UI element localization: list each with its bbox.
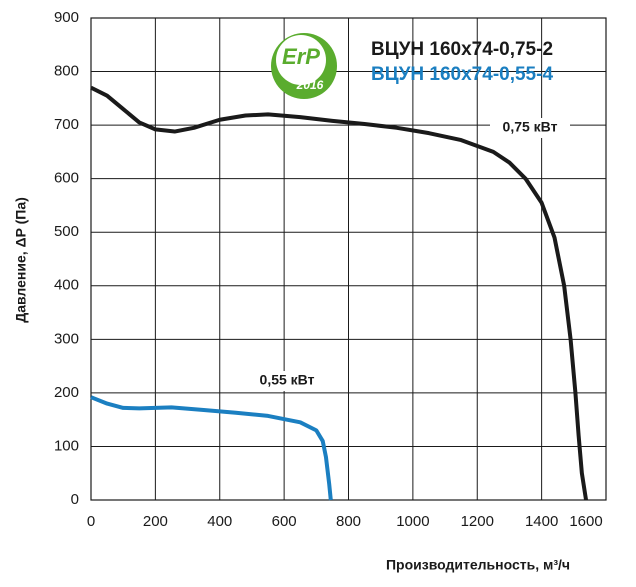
x-tick-label: 1600 — [569, 513, 602, 530]
x-tick-label: 1400 — [525, 513, 558, 530]
y-tick-label: 700 — [54, 116, 79, 133]
y-tick-label: 400 — [54, 277, 79, 294]
y-tick-label: 900 — [54, 9, 79, 26]
y-axis-label: Давление, ΔP (Па) — [13, 197, 29, 323]
y-tick-label: 0 — [71, 491, 79, 508]
y-tick-label: 100 — [54, 437, 79, 454]
x-tick-label: 600 — [272, 513, 297, 530]
annotation: 0,55 кВт — [260, 372, 315, 388]
legend-entry: ВЦУН 160х74-0,55-4 — [371, 64, 553, 85]
legend-entry: ВЦУН 160х74-0,75-2 — [371, 39, 553, 60]
y-tick-label: 800 — [54, 63, 79, 80]
x-tick-label: 0 — [87, 513, 95, 530]
logo-inner — [276, 35, 326, 85]
series-line — [90, 395, 333, 501]
x-tick-label: 1200 — [461, 513, 494, 530]
annotation-bg — [247, 371, 327, 391]
series-line — [90, 85, 589, 501]
x-tick-label: 200 — [143, 513, 168, 530]
annotation-bg — [490, 118, 570, 138]
x-axis-label: Производительность, м³/ч — [386, 557, 570, 573]
x-tick-label: 400 — [207, 513, 232, 530]
x-tick-label: 1000 — [396, 513, 429, 530]
annotation: 0,75 кВт — [503, 119, 558, 135]
y-tick-label: 500 — [54, 223, 79, 240]
y-tick-label: 200 — [54, 384, 79, 401]
logo-year: 2016 — [296, 78, 324, 92]
y-tick-label: 600 — [54, 170, 79, 187]
y-tick-label: 300 — [54, 330, 79, 347]
x-tick-label: 800 — [336, 513, 361, 530]
logo-text: ErP — [282, 44, 320, 69]
